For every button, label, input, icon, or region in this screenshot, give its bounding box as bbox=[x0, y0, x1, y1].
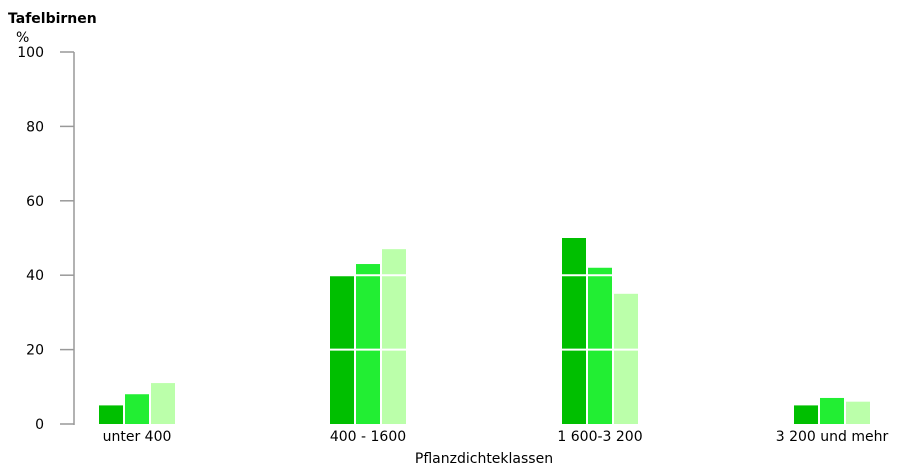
x-category-label: 3 200 und mehr bbox=[776, 429, 889, 445]
chart-title: Tafelbirnen bbox=[8, 11, 97, 27]
y-tick-label: 100 bbox=[17, 45, 44, 61]
y-tick-label: 40 bbox=[26, 268, 44, 284]
bar bbox=[562, 238, 586, 424]
gridlines-group bbox=[75, 51, 902, 351]
y-tick-label: 80 bbox=[26, 119, 44, 135]
y-axis-label: % bbox=[16, 30, 29, 46]
bar bbox=[151, 383, 175, 424]
x-category-label: unter 400 bbox=[103, 429, 172, 445]
x-axis-label: Pflanzdichteklassen bbox=[415, 451, 553, 467]
bar bbox=[99, 405, 123, 424]
y-tick-label: 20 bbox=[26, 343, 44, 359]
bars-group bbox=[99, 238, 870, 424]
bar bbox=[820, 397, 844, 424]
bar bbox=[614, 293, 638, 424]
y-tick-label: 60 bbox=[26, 194, 44, 210]
bar bbox=[588, 267, 612, 424]
y-tick-label: 0 bbox=[35, 417, 44, 433]
bar bbox=[794, 405, 818, 424]
x-category-label: 1 600-3 200 bbox=[557, 429, 642, 445]
y-ticks-group: 0 20 40 60 80 100 bbox=[17, 45, 74, 433]
bar bbox=[382, 249, 406, 424]
x-labels-group: unter 400 400 - 1600 1 600-3 200 3 200 und … bbox=[103, 429, 889, 445]
bar bbox=[356, 264, 380, 424]
bar bbox=[125, 394, 149, 424]
x-category-label: 400 - 1600 bbox=[330, 429, 406, 445]
bar bbox=[846, 401, 870, 424]
